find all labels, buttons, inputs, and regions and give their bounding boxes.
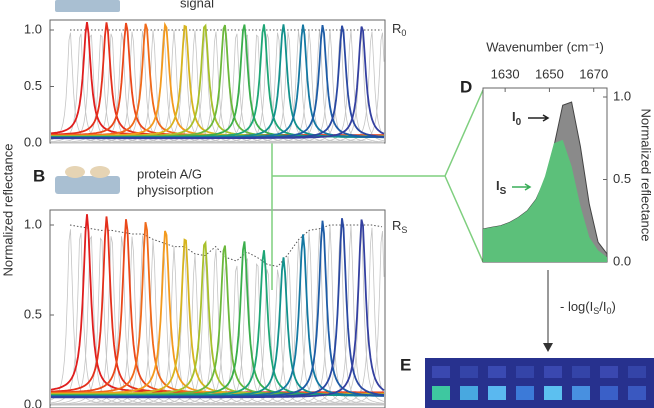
ref-sub: 0	[401, 28, 406, 38]
heatmap	[425, 358, 654, 408]
resonance-peak	[51, 220, 385, 398]
ref-sub: S	[401, 225, 407, 235]
plot-frame	[49, 209, 386, 408]
x-tick-label: 1630	[491, 66, 520, 81]
x-axis-label: Wavenumber (cm⁻¹)	[486, 39, 604, 54]
y-tick-label: 1.0	[24, 216, 42, 231]
name: I	[496, 178, 500, 193]
y-tick-label: 0.5	[24, 78, 42, 93]
resonance-peak	[51, 24, 384, 139]
reference-peak	[51, 230, 385, 406]
panel-letter: B	[33, 166, 45, 185]
y-tick-label: 0.0	[24, 134, 42, 149]
sub: 0	[516, 117, 522, 128]
legend-label: I0	[512, 109, 522, 127]
legend-label: IS	[496, 178, 507, 196]
spectrum-area	[483, 139, 607, 262]
pointer-arrow	[512, 183, 532, 191]
connector	[271, 89, 484, 290]
sensor-icon	[55, 176, 120, 194]
y-axis-label: Normalized reflectance	[639, 109, 654, 242]
protein-icon	[65, 166, 85, 178]
arrow-head	[543, 343, 553, 352]
y-tick-label: 0.5	[24, 306, 42, 321]
resonance-peak	[51, 219, 385, 399]
y-axis-label: Normalized reflectance	[0, 144, 15, 277]
x-tick-label: 1650	[535, 66, 564, 81]
y-tick-label: 1.0	[613, 88, 631, 103]
x-tick-label: 1670	[579, 66, 608, 81]
panel-letter: D	[460, 77, 472, 96]
transform-label: - log(IS/I0)	[560, 299, 616, 316]
reference-label: RS	[392, 218, 407, 235]
protein-icon	[90, 166, 110, 178]
heatmap-cells	[432, 366, 646, 400]
envelope-line	[69, 224, 383, 267]
y-tick-label: 0.5	[613, 171, 631, 186]
pointer-arrow	[528, 114, 550, 122]
y-tick-label: 0.0	[613, 253, 631, 268]
caption: signal	[180, 0, 214, 10]
sensor-icon	[55, 0, 120, 12]
resonance-peak	[51, 26, 385, 140]
panel-letter: E	[400, 355, 411, 374]
y-tick-label: 1.0	[24, 21, 42, 36]
reference-label: R0	[392, 21, 406, 38]
reference-peak	[51, 32, 385, 144]
caption: physisorption	[137, 182, 214, 197]
name: I	[512, 109, 516, 124]
caption: protein A/G	[137, 166, 202, 181]
ref: R	[392, 21, 401, 36]
y-tick-label: 0.0	[24, 396, 42, 408]
ref: R	[392, 218, 401, 233]
sub: S	[500, 186, 507, 197]
